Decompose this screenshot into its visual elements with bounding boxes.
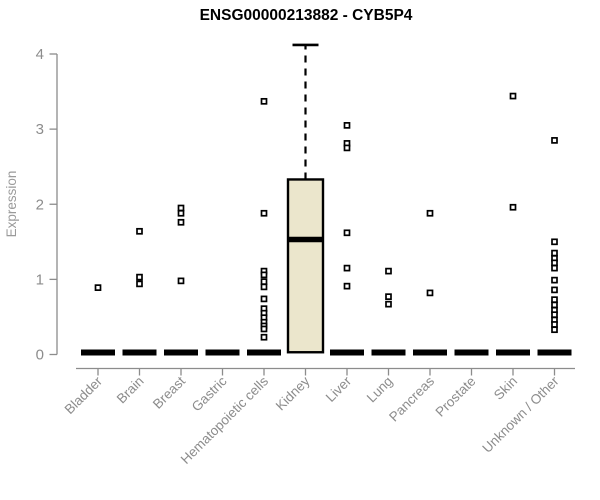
outlier-point [260,278,268,285]
outlier-point [260,97,268,105]
outlier-point [177,204,185,212]
x-category-label: Gastric [189,373,230,414]
y-tick-label: 2 [36,196,44,213]
outlier-point [551,137,558,144]
outlier-point [343,144,351,152]
outlier-point [343,264,351,272]
outlier-point [177,209,185,217]
outlier-point [260,325,268,333]
y-tick-label: 3 [36,121,44,138]
x-category-label: Brain [114,374,147,407]
outlier-point [551,286,558,294]
x-category-label: Breast [150,373,188,411]
outlier-point [551,321,558,328]
outlier-point [385,293,392,301]
outlier-point [260,295,268,303]
outlier-point [343,122,351,129]
outlier-point [94,284,102,291]
outlier-point [551,326,558,334]
outlier-point [136,227,143,235]
x-category-label: Skin [491,374,520,403]
outlier-point [260,283,268,291]
x-category-label: Bladder [62,373,106,417]
y-axis-label: Expression [4,171,19,238]
outlier-point [426,289,434,297]
y-tick-label: 4 [36,46,44,63]
outlier-point [509,92,517,100]
y-tick-label: 0 [36,347,44,364]
outlier-point [551,311,558,319]
outlier-point [551,249,558,257]
x-category-label: Lung [364,374,396,406]
chart-title: ENSG00000213882 - CYB5P4 [200,7,413,24]
outlier-point [260,333,268,341]
outlier-point [551,259,558,267]
x-category-label: Prostate [432,374,478,420]
outlier-point [136,273,143,281]
outlier-point [551,264,558,272]
outlier-point [385,300,392,308]
outlier-point [551,276,558,284]
outlier-point [177,277,185,285]
x-category-label: Pancreas [386,373,437,424]
outlier-point [260,271,268,279]
outlier-point [177,218,185,226]
outlier-point [426,209,434,217]
x-category-label: Kidney [273,373,313,413]
outlier-point [385,267,392,275]
outlier-point [551,296,558,304]
outlier-point [260,209,268,217]
x-category-label: Unknown / Other [479,373,562,456]
outlier-point [551,238,558,246]
outlier-point [509,203,517,211]
outlier-point [551,301,558,309]
outlier-point [343,229,351,237]
box-kidney [286,178,325,354]
outlier-point [343,282,351,290]
y-tick-label: 1 [36,271,44,288]
outlier-point [136,280,143,288]
x-category-label: Liver [323,373,355,405]
